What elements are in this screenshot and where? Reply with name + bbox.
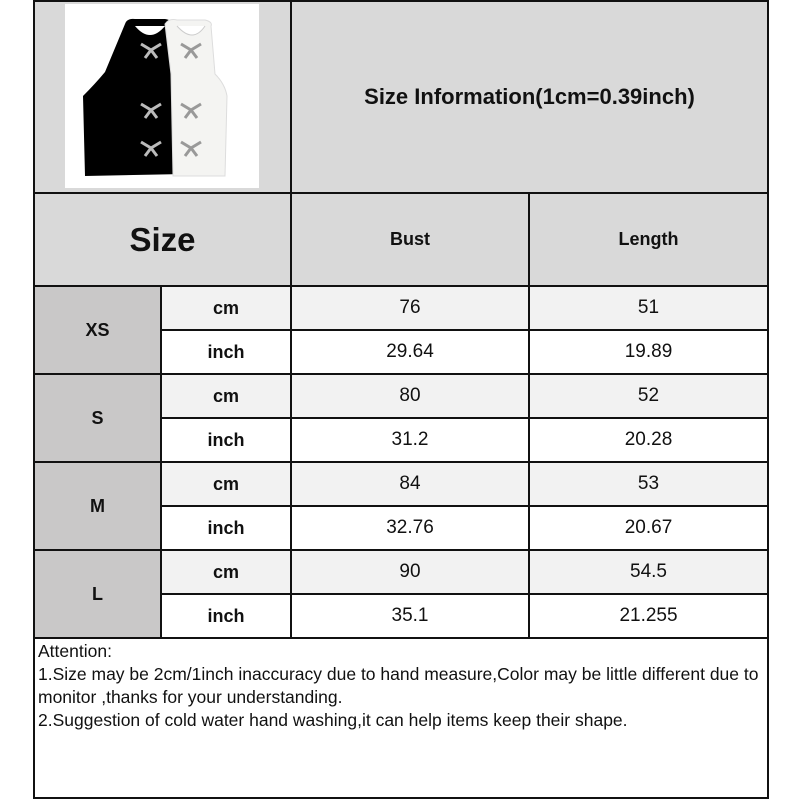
bust-value: 84 [290,461,530,507]
bust-value: 90 [290,549,530,595]
bust-value: 35.1 [290,593,530,639]
attention-line-1: 1.Size may be 2cm/1inch inaccuracy due t… [38,664,759,707]
length-value: 52 [528,373,769,419]
size-label: XS [33,285,162,375]
length-value: 51 [528,285,769,331]
unit-label: cm [160,461,292,507]
length-header: Length [528,192,769,287]
unit-label: cm [160,549,292,595]
unit-label: cm [160,373,292,419]
length-value: 19.89 [528,329,769,375]
size-header: Size [33,192,292,287]
length-value: 53 [528,461,769,507]
attention-line-2: 2.Suggestion of cold water hand washing,… [38,710,628,730]
size-label: M [33,461,162,551]
bust-value: 31.2 [290,417,530,463]
attention-heading: Attention: [38,641,112,661]
length-value: 20.67 [528,505,769,551]
unit-label: inch [160,329,292,375]
bust-value: 76 [290,285,530,331]
unit-label: inch [160,505,292,551]
product-image [65,4,259,188]
bust-header: Bust [290,192,530,287]
bust-value: 32.76 [290,505,530,551]
bust-value: 29.64 [290,329,530,375]
unit-label: inch [160,417,292,463]
unit-label: inch [160,593,292,639]
size-label: L [33,549,162,639]
page-title: Size Information(1cm=0.39inch) [290,0,769,194]
unit-label: cm [160,285,292,331]
size-label: S [33,373,162,463]
product-image-cell [33,0,292,194]
attention-notes: Attention: 1.Size may be 2cm/1inch inacc… [33,636,769,799]
bust-value: 80 [290,373,530,419]
length-value: 20.28 [528,417,769,463]
length-value: 21.255 [528,593,769,639]
length-value: 54.5 [528,549,769,595]
